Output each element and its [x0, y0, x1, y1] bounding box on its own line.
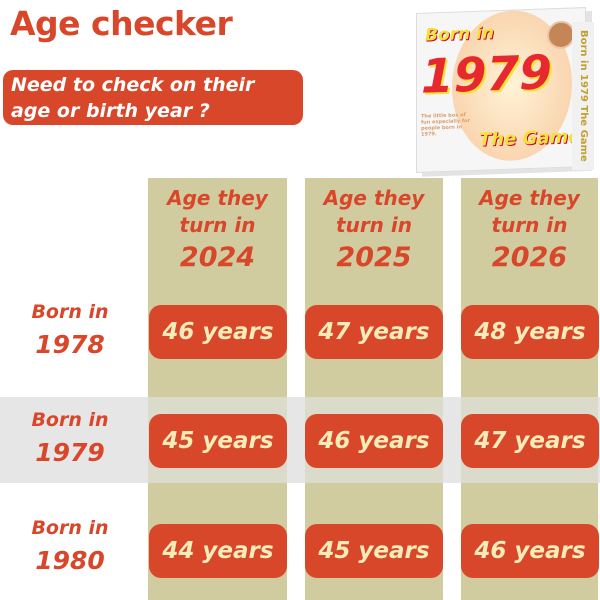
box-blurb: The little box of fun especially for peo… — [421, 112, 470, 138]
row-label-text: Born in — [31, 409, 109, 431]
column-year: 2024 — [179, 242, 256, 273]
column-label: Age they turn in — [167, 186, 268, 237]
column-label: Age they turn in — [323, 186, 425, 237]
column-year: 2025 — [336, 242, 412, 273]
box-the-game: The Game — [479, 126, 581, 151]
row-label: Born in 1979 — [0, 405, 140, 471]
age-pill: 46 years — [461, 524, 599, 578]
box-born-in: Born in — [425, 23, 494, 46]
page-title: Age checker — [10, 4, 233, 43]
row-year: 1978 — [35, 330, 105, 359]
box-spine: Born in 1979 The Game — [572, 22, 594, 170]
column-label: Age they turn in — [479, 186, 580, 237]
age-pill: 47 years — [461, 414, 599, 468]
column-header: Age they turn in 2025 — [305, 185, 443, 277]
column-year: 2026 — [491, 242, 568, 273]
column-header: Age they turn in 2026 — [461, 185, 598, 277]
row-year: 1980 — [35, 546, 105, 575]
row-label: Born in 1980 — [0, 513, 140, 579]
row-label: Born in 1978 — [0, 297, 140, 363]
age-pill: 47 years — [305, 305, 443, 359]
age-pill: 45 years — [305, 524, 443, 578]
row-label-text: Born in — [31, 517, 109, 539]
age-pill: 45 years — [149, 414, 287, 468]
game-box-image: Born in 1979 The little box of fun espec… — [416, 7, 586, 173]
question-banner: Need to check on their age or birth year… — [3, 70, 303, 125]
row-label-text: Born in — [31, 301, 109, 323]
age-pill: 46 years — [149, 305, 287, 359]
column-header: Age they turn in 2024 — [148, 185, 287, 277]
row-year: 1979 — [35, 438, 105, 467]
age-pill: 44 years — [149, 524, 287, 578]
age-pill: 46 years — [305, 414, 443, 468]
box-year: 1979 — [421, 45, 552, 105]
age-pill: 48 years — [461, 305, 599, 359]
